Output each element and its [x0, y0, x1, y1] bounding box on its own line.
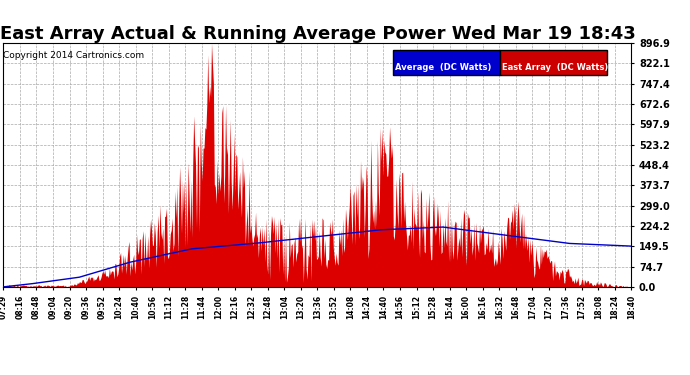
- Text: East Array  (DC Watts): East Array (DC Watts): [502, 63, 608, 72]
- Title: East Array Actual & Running Average Power Wed Mar 19 18:43: East Array Actual & Running Average Powe…: [0, 25, 635, 43]
- Text: Copyright 2014 Cartronics.com: Copyright 2014 Cartronics.com: [3, 51, 145, 60]
- Text: Average  (DC Watts): Average (DC Watts): [395, 63, 491, 72]
